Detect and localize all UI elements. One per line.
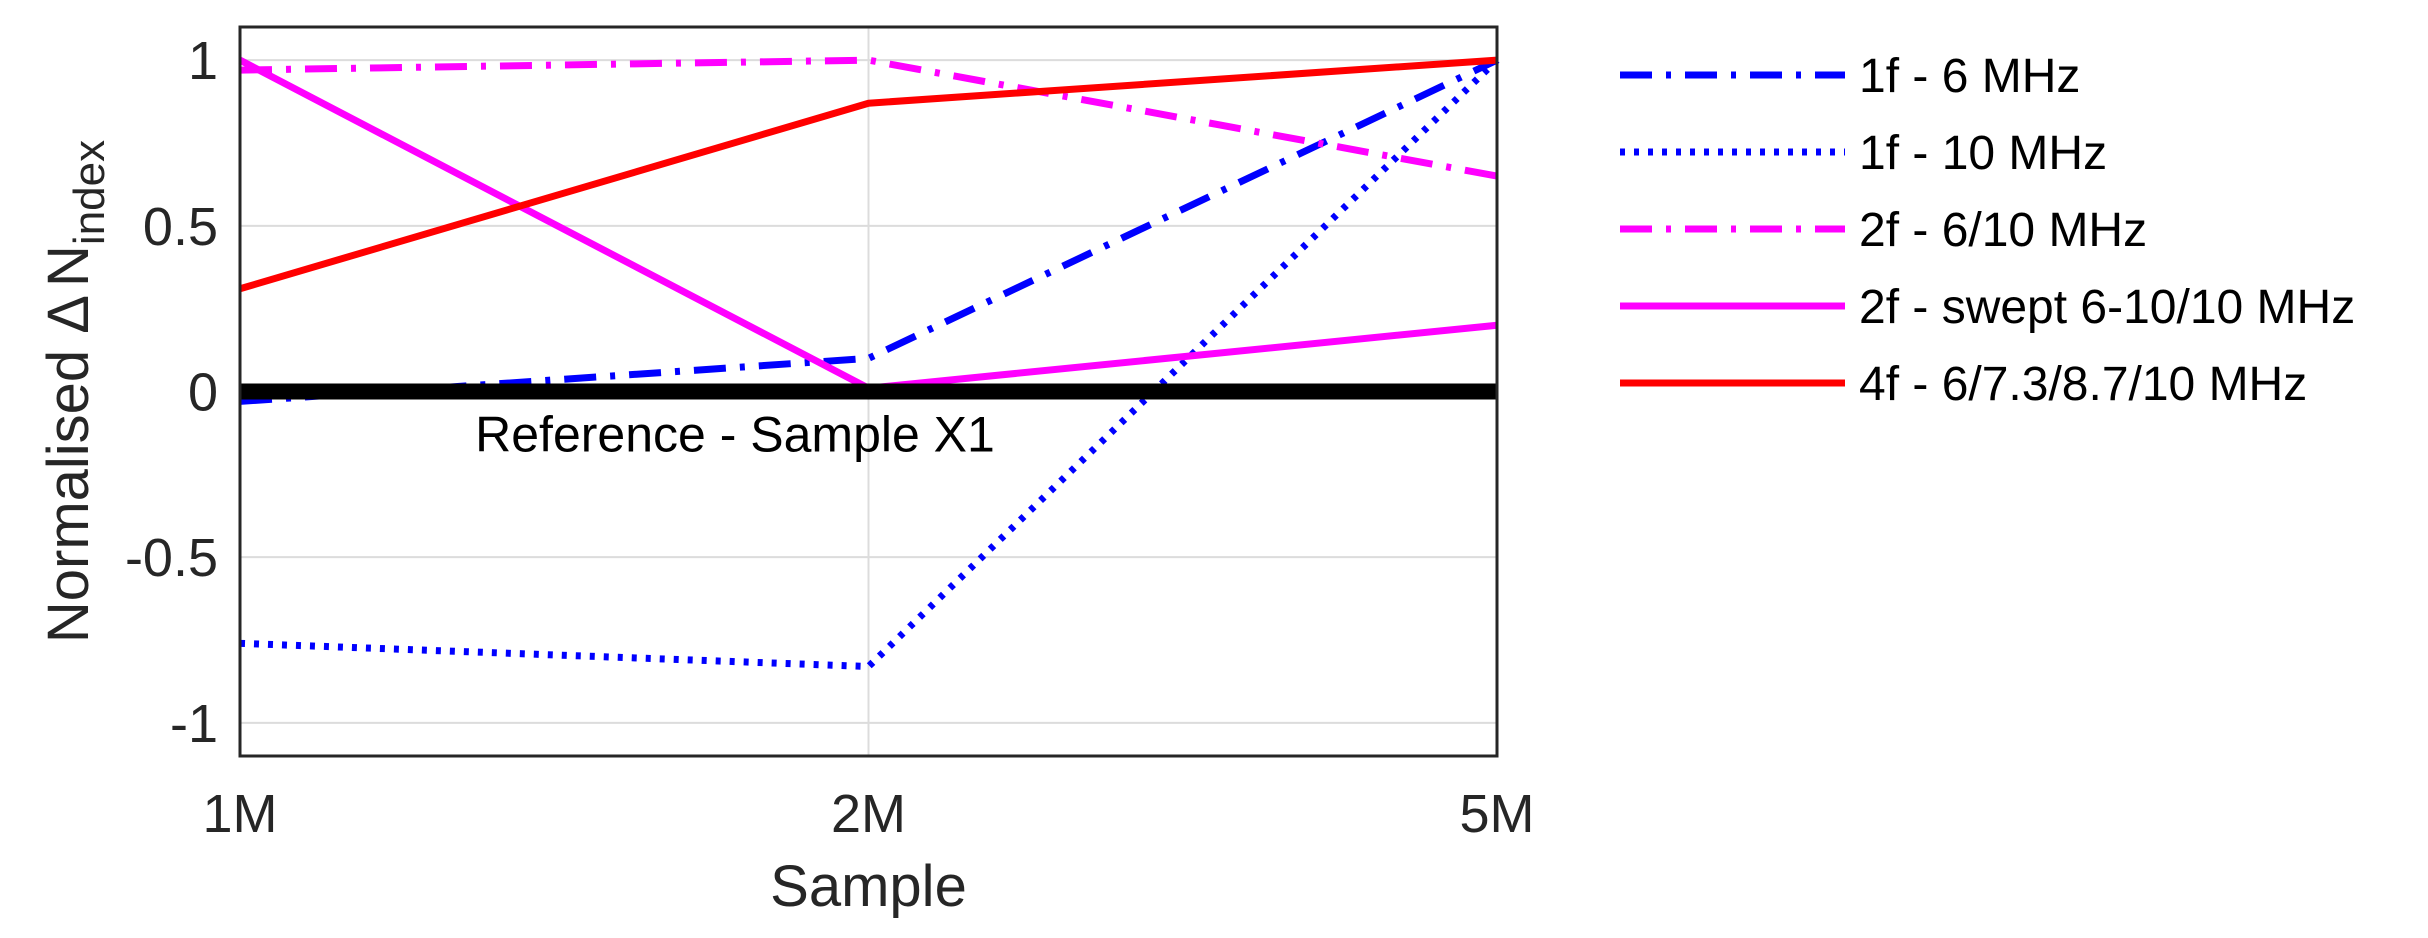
legend-label-3: 2f - 6/10 MHz [1859, 204, 2147, 257]
y-tick-label: -1 [170, 694, 218, 754]
x-axis-title: Sample [770, 854, 967, 919]
x-tick-label: 2M [831, 784, 906, 844]
legend-label-1: 1f - 6 MHz [1859, 50, 2080, 103]
y-tick-labels: -1 -0.5 0 0.5 1 [125, 31, 218, 754]
x-tick-label: 5M [1459, 784, 1534, 844]
x-tick-label: 1M [202, 784, 277, 844]
legend-label-5: 4f - 6/7.3/8.7/10 MHz [1859, 358, 2307, 411]
y-axis-title-delta: Δ [36, 295, 101, 334]
series-line-3 [239, 56, 1498, 180]
y-tick-label: -0.5 [125, 528, 218, 588]
series-line-5 [239, 56, 1498, 293]
y-axis-title-main: Normalised [36, 334, 101, 643]
y-tick-label: 1 [188, 31, 218, 91]
plot-frame [238, 25, 1499, 758]
legend-label-4: 2f - swept 6-10/10 MHz [1859, 281, 2355, 334]
y-tick-label: 0.5 [143, 197, 218, 257]
y-axis-title-subscript: index [65, 140, 114, 245]
x-tick-labels: 1M 2M 5M [202, 784, 1534, 844]
y-axis-title: Normalised ΔNindex [36, 140, 114, 643]
reference-line-label: Reference - Sample X1 [475, 407, 995, 463]
y-axis-title-symbol: N [36, 245, 101, 287]
y-tick-label: 0 [188, 363, 218, 423]
legend: 1f - 6 MHz 1f - 10 MHz 2f - 6/10 MHz 2f - s… [1620, 50, 2355, 411]
legend-label-2: 1f - 10 MHz [1859, 127, 2107, 180]
